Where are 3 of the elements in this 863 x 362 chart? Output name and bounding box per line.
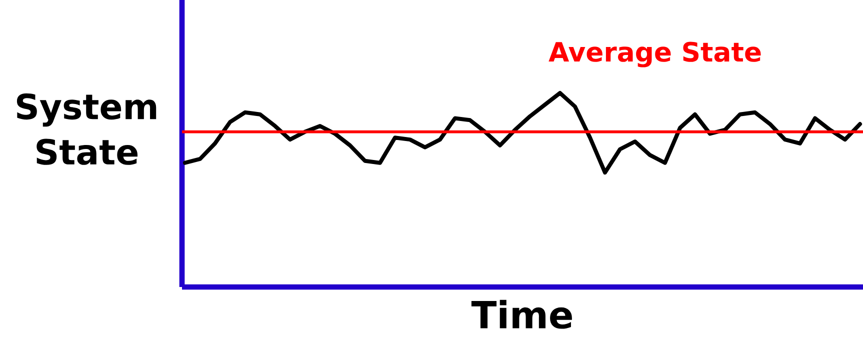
x-axis-title: Time [471,300,572,329]
ref-line-label: Average State [548,42,761,68]
y-axis-title: System State [16,93,156,165]
